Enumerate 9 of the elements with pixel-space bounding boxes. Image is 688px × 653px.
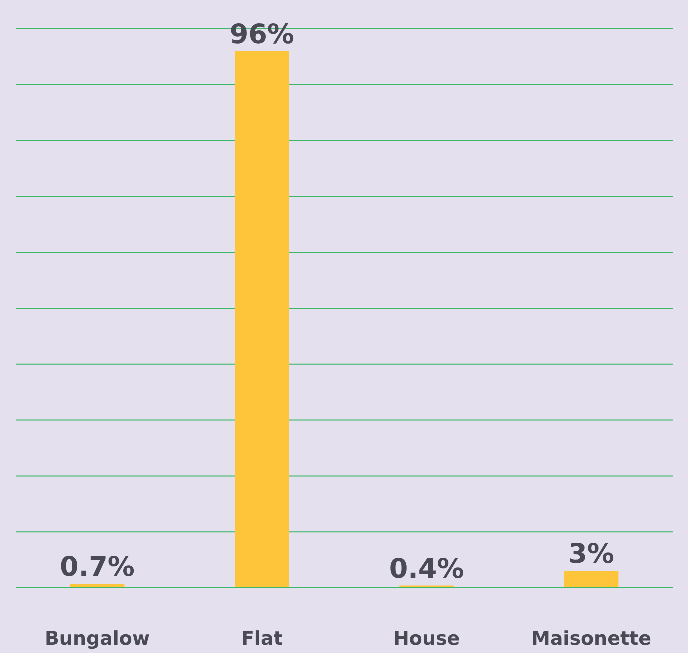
x-tick-label: Flat	[241, 628, 283, 650]
data-label: 0.7%	[60, 552, 135, 584]
bar	[235, 51, 290, 588]
x-tick-label: Maisonette	[531, 628, 652, 650]
data-label: 3%	[568, 539, 614, 570]
x-tick-label: House	[393, 628, 460, 650]
x-tick-label: Bungalow	[44, 628, 150, 650]
bar	[564, 571, 619, 588]
data-label: 0.4%	[389, 554, 464, 585]
